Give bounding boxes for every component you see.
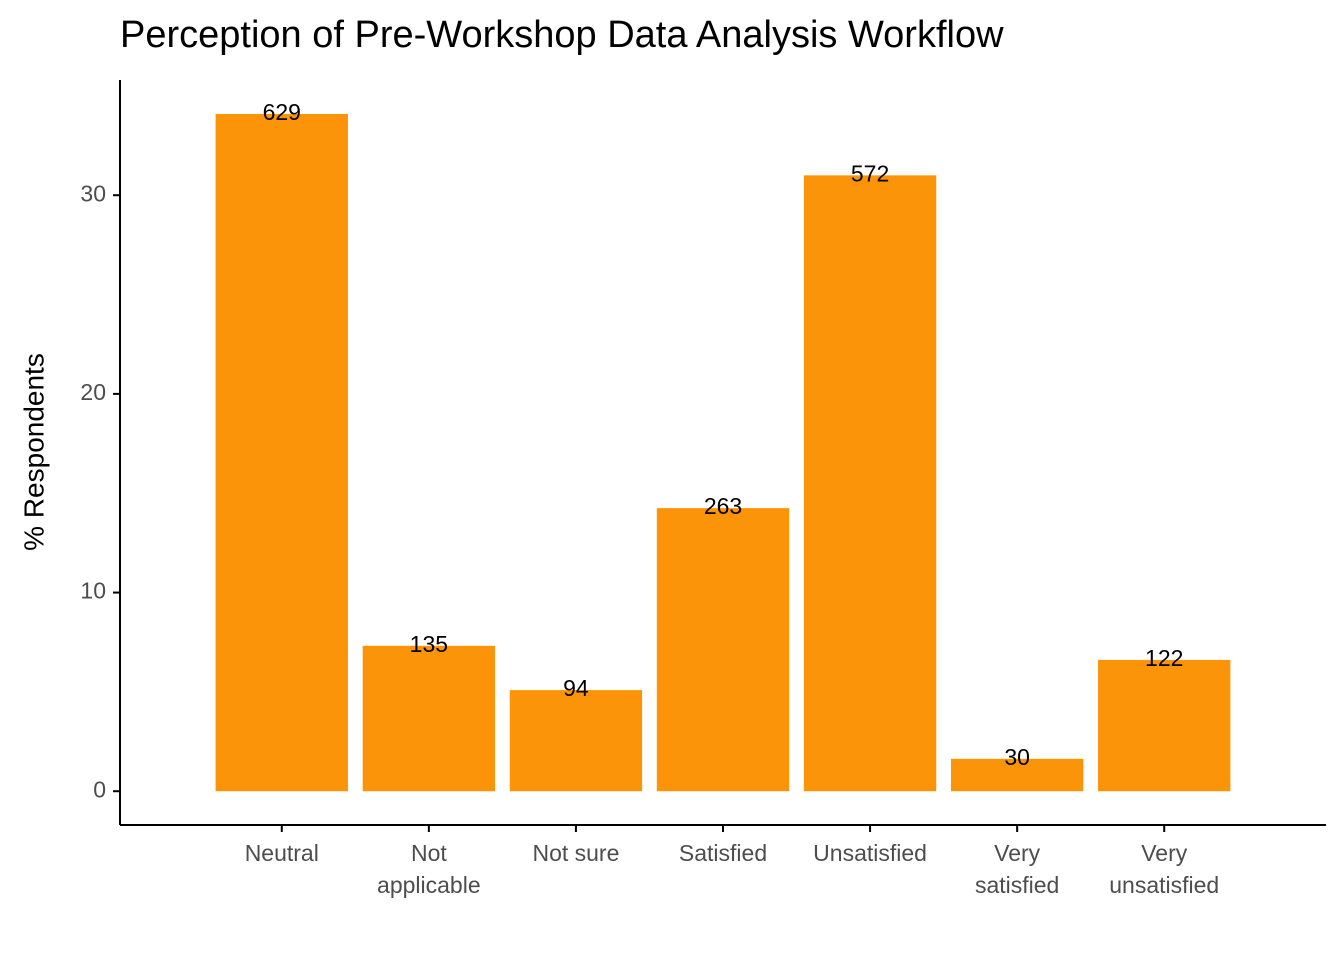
- x-tick-label: Not sure: [532, 840, 619, 866]
- value-label: 122: [1145, 645, 1183, 671]
- bar: [215, 113, 348, 792]
- x-tick-label: Neutral: [245, 840, 319, 866]
- bar: [509, 690, 643, 792]
- chart-title: Perception of Pre-Workshop Data Analysis…: [120, 14, 1004, 56]
- value-label: 629: [263, 99, 301, 125]
- y-tick-label: 20: [80, 379, 106, 405]
- x-tick-label: Very unsatisfied: [1109, 840, 1219, 898]
- bar: [950, 758, 1084, 792]
- bar: [362, 645, 496, 792]
- x-tick-label: Satisfied: [679, 840, 767, 866]
- y-tick-label: 30: [80, 180, 106, 206]
- bar: [803, 175, 937, 792]
- x-tick-label: Unsatisfied: [813, 840, 927, 866]
- bar: [656, 508, 790, 792]
- y-axis-label: % Respondents: [18, 353, 49, 551]
- value-label: 135: [410, 631, 448, 657]
- value-label: 263: [704, 493, 742, 519]
- bar: [1098, 659, 1231, 792]
- y-tick-label: 10: [80, 578, 106, 604]
- value-label: 94: [563, 675, 589, 701]
- value-label: 572: [851, 160, 889, 186]
- y-tick-label: 0: [93, 776, 106, 802]
- x-tick-label: Not applicable: [377, 840, 481, 898]
- x-tick-label: Very satisfied: [975, 840, 1059, 898]
- value-label: 30: [1004, 744, 1030, 770]
